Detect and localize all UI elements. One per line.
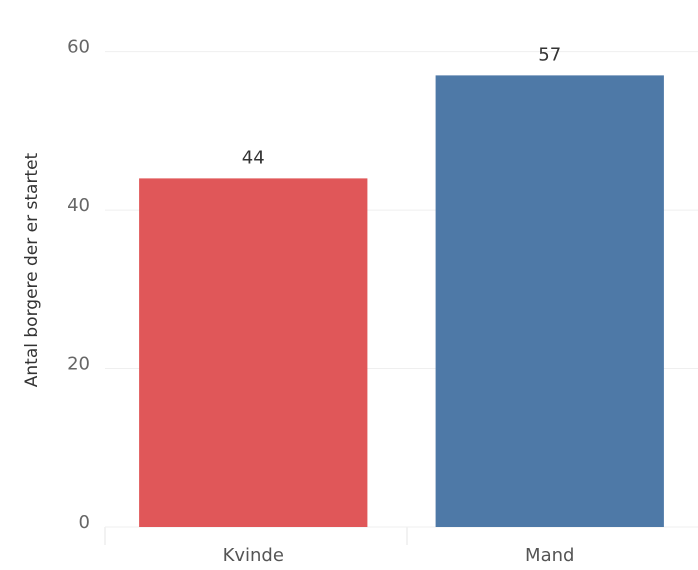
bar — [139, 178, 368, 527]
y-tick-label: 60 — [67, 37, 90, 58]
y-axis-title: Antal borgere der er startet — [22, 152, 42, 387]
bar — [435, 75, 664, 527]
y-tick-label: 20 — [67, 354, 90, 375]
y-tick-label: 40 — [67, 195, 90, 216]
x-tick-label: Kvinde — [223, 545, 284, 566]
x-tick-label: Mand — [525, 545, 574, 566]
y-tick-label: 0 — [79, 512, 90, 533]
value-label: 44 — [242, 147, 265, 168]
value-label: 57 — [538, 44, 561, 65]
